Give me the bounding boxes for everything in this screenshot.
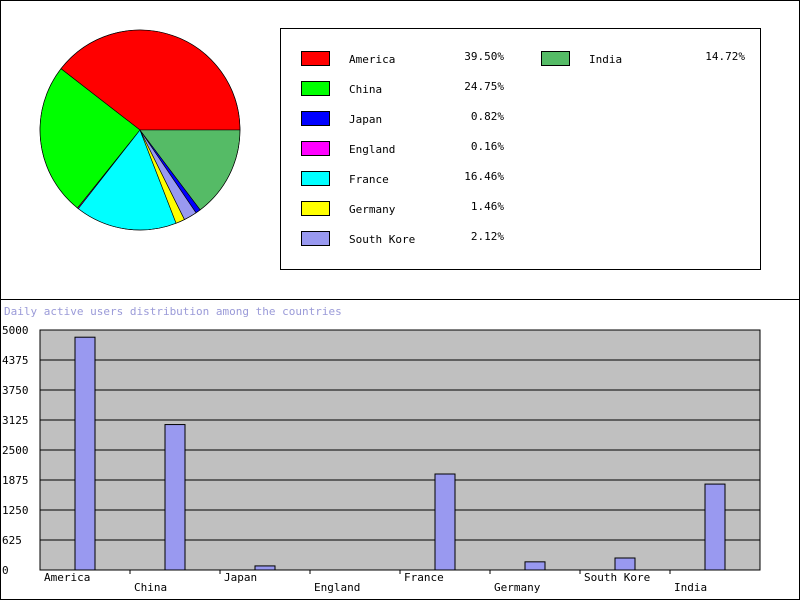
legend-swatch-india [541, 51, 570, 66]
legend-swatch-england [301, 141, 330, 156]
y-tick-label: 1875 [2, 474, 29, 487]
legend-value-america: 39.50% [464, 50, 504, 63]
y-tick-label: 3125 [2, 414, 29, 427]
x-tick-label-japan: Japan [224, 571, 257, 584]
legend-swatch-germany [301, 201, 330, 216]
x-tick-label-india: India [674, 581, 707, 594]
y-tick-label: 625 [2, 534, 22, 547]
legend-value-india: 14.72% [705, 50, 745, 63]
legend-label-france: France [349, 173, 389, 186]
x-tick-label-america: America [44, 571, 90, 584]
legend-swatch-south-kore [301, 231, 330, 246]
legend-value-england: 0.16% [470, 140, 504, 153]
legend-swatch-japan [301, 111, 330, 126]
y-tick-label: 3750 [2, 384, 29, 397]
y-tick-label: 0 [2, 564, 9, 577]
legend-label-india: India [589, 53, 623, 66]
bar-chart: 0 625 1250 1875 2500 3125 3750 4375 5000 America C… [2, 324, 761, 594]
pie-chart [39, 29, 241, 231]
legend-value-germany: 1.46% [470, 200, 504, 213]
y-tick-label: 2500 [2, 444, 29, 457]
legend-value-japan: 0.82% [470, 110, 504, 123]
legend-value-france: 16.46% [464, 170, 504, 183]
bar-india [704, 483, 726, 571]
legend-swatch-france [301, 171, 330, 186]
legend-value-china: 24.75% [464, 80, 504, 93]
legend-label-germany: Germany [349, 203, 396, 216]
x-tick-label-england: England [314, 581, 360, 594]
legend-swatch-china [301, 81, 330, 96]
legend-label-south-kore: South Kore [349, 233, 416, 246]
section-divider [0, 299, 800, 300]
bar-japan [254, 565, 276, 571]
y-tick-label: 4375 [2, 354, 29, 367]
bar-chart-title: Daily active users distribution among th… [4, 305, 342, 318]
x-tick-label-france: France [404, 571, 444, 584]
x-tick-label-south-kore: South Kore [584, 571, 650, 584]
legend-label-america: America [349, 53, 396, 66]
bar-germany [524, 561, 546, 571]
x-tick-label-germany: Germany [494, 581, 541, 594]
legend-label-england: England [349, 143, 396, 156]
y-tick-label: 5000 [2, 324, 29, 337]
x-tick-label-china: China [134, 581, 167, 594]
legend-label-japan: Japan [349, 113, 383, 126]
legend-swatch-america [301, 51, 330, 66]
pie-legend: America 39.50% China 24.75% Japan 0.82% Englan… [280, 28, 761, 270]
legend-label-china: China [349, 83, 383, 96]
bar-america [74, 336, 96, 571]
legend-value-south-kore: 2.12% [470, 230, 504, 243]
bar-china [164, 424, 186, 571]
bar-france [434, 473, 456, 571]
bar-south-kore [614, 557, 636, 571]
y-tick-label: 1250 [2, 504, 29, 517]
